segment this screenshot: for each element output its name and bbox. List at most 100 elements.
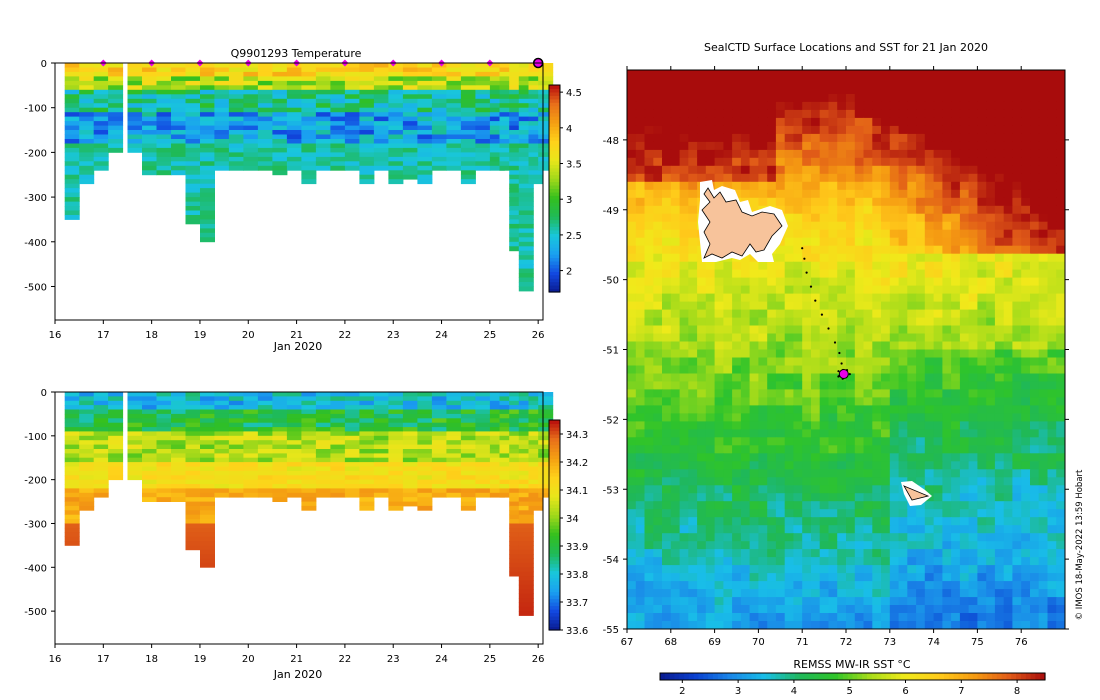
depth-cell bbox=[446, 134, 462, 140]
depth-cell bbox=[156, 139, 172, 144]
sst-cell bbox=[1047, 317, 1057, 327]
sst-cell bbox=[679, 509, 689, 518]
sst-cell bbox=[670, 413, 681, 422]
depth-cell bbox=[243, 139, 259, 144]
sst-cell bbox=[758, 477, 768, 486]
sst-cell bbox=[723, 94, 733, 103]
sst-cell bbox=[1047, 293, 1057, 303]
sst-cell bbox=[767, 509, 777, 518]
sst-cell bbox=[740, 341, 751, 350]
sst-cell bbox=[916, 277, 926, 287]
sst-cell bbox=[784, 413, 794, 422]
depth-cell bbox=[402, 98, 418, 104]
sst-cell bbox=[846, 453, 856, 462]
sst-cell bbox=[714, 261, 724, 271]
sst-cell bbox=[872, 173, 882, 183]
sst-cell bbox=[740, 445, 751, 454]
depth-cell bbox=[446, 98, 462, 104]
sst-cell bbox=[627, 261, 637, 271]
sst-cell bbox=[802, 213, 812, 223]
sst-cell bbox=[977, 477, 987, 486]
sst-cell bbox=[828, 189, 838, 199]
sst-cell bbox=[679, 229, 689, 239]
depth-cell bbox=[257, 457, 273, 463]
depth-cell bbox=[538, 444, 554, 450]
depth-cell bbox=[373, 112, 389, 118]
sst-cell bbox=[679, 429, 689, 438]
sst-cell bbox=[732, 469, 742, 478]
sst-cell bbox=[714, 325, 724, 334]
sst-cell bbox=[933, 389, 943, 398]
sst-cell bbox=[1030, 109, 1040, 119]
sst-cell bbox=[635, 301, 646, 311]
sst-cell bbox=[924, 101, 935, 111]
sst-cell bbox=[714, 461, 724, 470]
depth-cell bbox=[79, 143, 95, 149]
depth-cell bbox=[402, 161, 418, 167]
sst-cell bbox=[881, 181, 891, 191]
depth-cell bbox=[171, 475, 186, 481]
sst-cell bbox=[679, 101, 689, 111]
depth-cell bbox=[509, 121, 525, 126]
sst-cell bbox=[863, 94, 873, 103]
depth-cell bbox=[286, 139, 302, 144]
sst-cell bbox=[986, 349, 996, 358]
sst-cell bbox=[635, 165, 646, 175]
depth-cell bbox=[257, 396, 273, 402]
depth-cell bbox=[417, 116, 433, 122]
sst-cell bbox=[977, 405, 987, 414]
sst-cell bbox=[951, 253, 961, 263]
depth-cell bbox=[460, 76, 476, 82]
colorbar-segment bbox=[549, 126, 560, 131]
depth-cell bbox=[489, 435, 505, 441]
depth-cell bbox=[446, 116, 462, 122]
depth-cell bbox=[499, 89, 515, 95]
depth-cell bbox=[460, 497, 476, 502]
depth-cell bbox=[156, 475, 172, 481]
sst-cell bbox=[1038, 94, 1048, 103]
depth-cell bbox=[64, 121, 80, 126]
sst-cell bbox=[942, 125, 952, 135]
depth-cell bbox=[460, 457, 476, 463]
depth-cell bbox=[257, 134, 273, 140]
depth-cell bbox=[243, 484, 259, 489]
sst-cell bbox=[802, 421, 812, 430]
sst-cell bbox=[767, 86, 777, 95]
depth-cell bbox=[359, 89, 375, 95]
sst-cell bbox=[1003, 493, 1013, 502]
sst-cell bbox=[784, 429, 794, 438]
depth-cell bbox=[460, 479, 476, 485]
sst-cell bbox=[784, 78, 794, 87]
sst-cell bbox=[959, 445, 970, 454]
sst-cell bbox=[846, 469, 856, 478]
depth-cell bbox=[446, 462, 462, 467]
sst-cell bbox=[933, 149, 943, 159]
depth-cell bbox=[257, 453, 273, 459]
depth-cell bbox=[185, 532, 201, 537]
sst-cell bbox=[793, 333, 803, 342]
sst-cell bbox=[679, 157, 689, 167]
sst-cell bbox=[846, 301, 856, 311]
depth-cell bbox=[388, 409, 404, 415]
depth-cell bbox=[142, 98, 157, 104]
depth-cell bbox=[272, 400, 288, 406]
sst-cell bbox=[994, 109, 1005, 119]
sst-cell bbox=[837, 429, 847, 438]
depth-cell bbox=[315, 67, 331, 73]
sst-cell bbox=[662, 141, 672, 151]
depth-cell bbox=[108, 107, 124, 113]
sst-cell bbox=[1003, 397, 1013, 406]
sst-cell bbox=[924, 397, 935, 406]
depth-cell bbox=[301, 80, 317, 86]
colorbar-segment bbox=[549, 105, 560, 110]
sst-cell bbox=[749, 501, 759, 510]
sst-cell bbox=[898, 365, 908, 374]
sst-cell bbox=[942, 509, 952, 518]
sst-cell bbox=[881, 429, 891, 438]
sst-cell bbox=[1038, 445, 1048, 454]
sst-cell bbox=[1012, 205, 1022, 215]
sst-cell bbox=[951, 237, 961, 247]
depth-cell bbox=[475, 427, 491, 432]
sst-cell bbox=[627, 341, 637, 350]
colorbar-segment bbox=[549, 129, 560, 134]
